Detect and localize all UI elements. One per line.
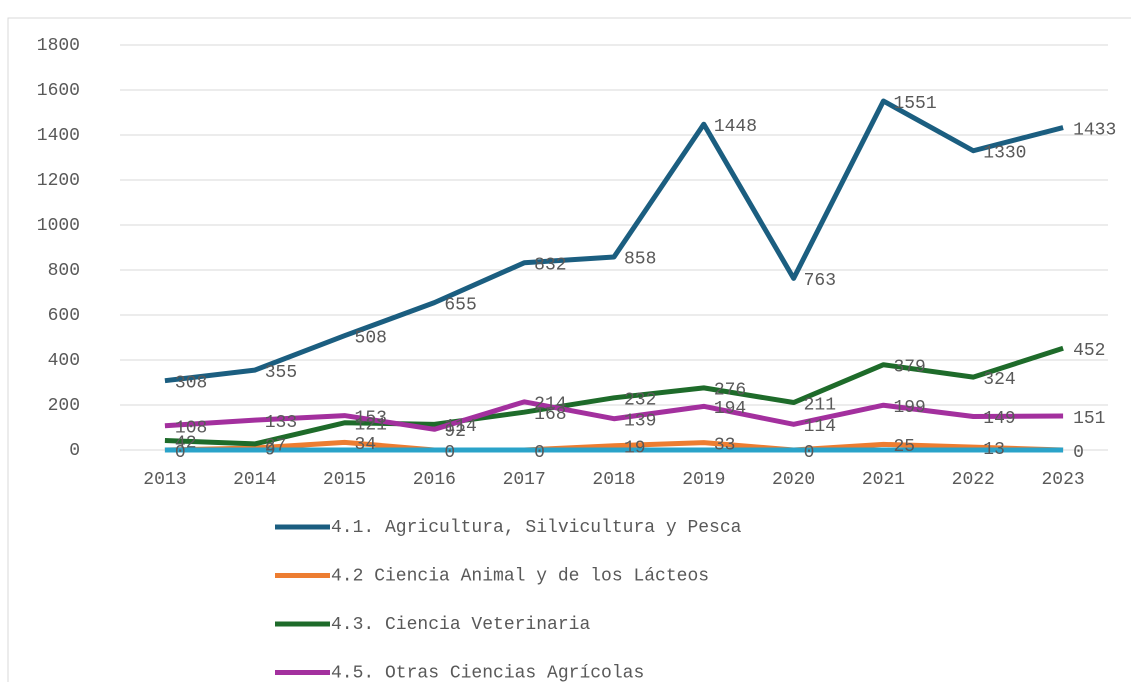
data-label: 121	[355, 416, 387, 436]
y-tick-label: 1600	[37, 81, 80, 101]
data-label: 1448	[714, 117, 757, 137]
data-label: 114	[444, 417, 476, 437]
data-label: 324	[983, 370, 1015, 390]
series-line	[164, 439, 1064, 453]
legend-label: 4.1. Agricultura, Silvicultura y Pesca	[331, 518, 742, 538]
series-line	[164, 399, 1064, 432]
data-label: 27	[265, 437, 287, 457]
data-label: 0	[804, 443, 815, 463]
data-label: 199	[893, 398, 925, 418]
x-tick-label: 2018	[592, 470, 635, 490]
x-tick-label: 2019	[682, 470, 725, 490]
data-label: 655	[444, 295, 476, 315]
data-label: 214	[534, 395, 566, 415]
data-label: 168	[534, 405, 566, 425]
data-label: 832	[534, 256, 566, 276]
data-label: 0	[175, 443, 186, 463]
y-tick-label: 1200	[37, 171, 80, 191]
data-label: 33	[714, 435, 736, 455]
y-tick-label: 1800	[37, 36, 80, 56]
data-label: 25	[893, 437, 915, 457]
data-label: 42	[175, 433, 197, 453]
data-label: 13	[983, 440, 1005, 460]
data-label: 153	[355, 408, 387, 428]
data-label: 149	[983, 409, 1015, 429]
legend-label: 4.3. Ciencia Veterinaria	[331, 615, 590, 635]
series-line	[164, 345, 1064, 447]
data-label: 763	[804, 271, 836, 291]
data-label: 308	[175, 373, 207, 393]
data-label: 276	[714, 381, 746, 401]
data-label: 508	[355, 328, 387, 348]
y-tick-label: 600	[48, 306, 80, 326]
data-label: 34	[355, 435, 377, 455]
y-tick-label: 400	[48, 351, 80, 371]
x-tick-label: 2023	[1041, 470, 1084, 490]
y-tick-label: 1000	[37, 216, 80, 236]
data-label: 194	[714, 399, 746, 419]
x-tick-label: 2016	[413, 470, 456, 490]
data-label: 379	[893, 357, 925, 377]
data-label: 1551	[893, 94, 936, 114]
data-label: 151	[1073, 409, 1105, 429]
x-tick-label: 2017	[503, 470, 546, 490]
chart-frame	[7, 17, 1131, 682]
data-label: 858	[624, 250, 656, 270]
data-label: 355	[265, 363, 297, 383]
data-label: 232	[624, 391, 656, 411]
series-line	[164, 98, 1064, 384]
data-label: 0	[1073, 443, 1084, 463]
data-label: 452	[1073, 341, 1105, 361]
data-label: 19	[624, 438, 646, 458]
y-tick-label: 1400	[37, 126, 80, 146]
x-tick-label: 2015	[323, 470, 366, 490]
x-tick-label: 2013	[143, 470, 186, 490]
x-tick-label: 2020	[772, 470, 815, 490]
data-label: 139	[624, 411, 656, 431]
data-label: 133	[265, 413, 297, 433]
x-tick-label: 2014	[233, 470, 276, 490]
y-tick-label: 200	[48, 396, 80, 416]
data-label: 108	[175, 418, 207, 438]
x-tick-label: 2021	[862, 470, 905, 490]
data-label: 0	[444, 443, 455, 463]
legend-label: 4.5. Otras Ciencias Agrícolas	[331, 663, 644, 682]
data-label: 114	[804, 417, 836, 437]
data-label: 9	[265, 441, 276, 461]
data-label: 0	[534, 443, 545, 463]
y-tick-label: 800	[48, 261, 80, 281]
data-label: 1330	[983, 144, 1026, 164]
data-label: 1433	[1073, 120, 1116, 140]
data-label: 92	[444, 422, 466, 442]
y-tick-label: 0	[69, 441, 80, 461]
legend-label: 4.2 Ciencia Animal y de los Lácteos	[331, 566, 709, 586]
data-label: 211	[804, 395, 836, 415]
x-tick-label: 2022	[952, 470, 995, 490]
